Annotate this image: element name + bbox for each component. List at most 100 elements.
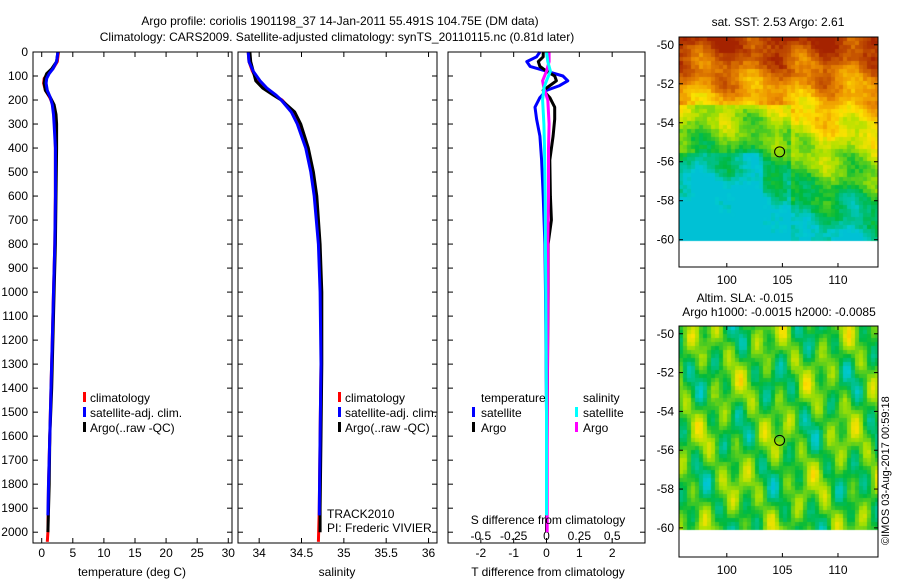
figure-title-line2: Climatology: CARS2009. Satellite-adjuste… bbox=[100, 30, 574, 44]
y-tick-label: 400 bbox=[8, 141, 28, 155]
y-tick-label: 1400 bbox=[1, 381, 28, 395]
profile-line-s-argo bbox=[541, 52, 551, 533]
y-tick-label: 2000 bbox=[1, 525, 28, 539]
y-tick-label: 200 bbox=[8, 93, 28, 107]
x-tick-label: 30 bbox=[222, 546, 236, 560]
map-x-tick-label: 110 bbox=[828, 563, 847, 577]
map-y-tick-label: -58 bbox=[657, 482, 675, 496]
y-tick-label: 1900 bbox=[1, 501, 28, 515]
legend-swatch-s-satellite bbox=[575, 407, 578, 417]
y-tick-label: 1500 bbox=[1, 405, 28, 419]
x-axis-label-s-difference: S difference from climatology bbox=[471, 513, 626, 527]
legend-swatch-climatology bbox=[83, 392, 86, 402]
legend-swatch-t-satellite bbox=[472, 407, 475, 417]
legend-title-salinity: salinity bbox=[583, 391, 620, 405]
axes-frame bbox=[237, 51, 438, 544]
axes-frame bbox=[447, 51, 646, 544]
x-tick-label: 20 bbox=[159, 546, 173, 560]
map-y-tick-label: -60 bbox=[657, 233, 675, 247]
y-tick-label: 800 bbox=[8, 237, 28, 251]
s-tick-label: -0.5 bbox=[470, 529, 491, 543]
y-tick-label: 900 bbox=[8, 261, 28, 275]
map-y-tick-label: -52 bbox=[657, 77, 675, 91]
sla-map-title-line2: Argo h1000: -0.0015 h2000: -0.0085 bbox=[682, 305, 876, 319]
x-tick-label: 10 bbox=[97, 546, 111, 560]
x-tick-label: 0 bbox=[543, 546, 550, 560]
map-y-tick-label: -60 bbox=[657, 521, 675, 535]
x-tick-label: 35.5 bbox=[375, 546, 399, 560]
y-tick-label: 1200 bbox=[1, 333, 28, 347]
x-tick-label: 0 bbox=[38, 546, 45, 560]
figure-title-line1: Argo profile: coriolis 1901198_37 14-Jan… bbox=[141, 14, 538, 28]
track-annotation: TRACK2010 bbox=[327, 507, 395, 521]
legend-title-temperature: temperature bbox=[481, 391, 546, 405]
x-tick-label: 1 bbox=[576, 546, 583, 560]
pi-annotation: PI: Frederic VIVIER bbox=[327, 521, 432, 535]
x-tick-label: 35 bbox=[337, 546, 351, 560]
x-tick-label: -2 bbox=[475, 546, 486, 560]
y-tick-label: 300 bbox=[8, 117, 28, 131]
sla-map-title-line1: Altim. SLA: -0.015 bbox=[697, 291, 794, 305]
map-y-tick-label: -56 bbox=[657, 155, 675, 169]
map-frame bbox=[678, 36, 879, 268]
legend-label: climatology bbox=[345, 391, 405, 405]
legend-label: Argo bbox=[583, 421, 609, 435]
x-tick-label: -1 bbox=[508, 546, 519, 560]
x-tick-label: 5 bbox=[69, 546, 76, 560]
y-tick-label: 600 bbox=[8, 189, 28, 203]
s-tick-label: 0.5 bbox=[604, 529, 621, 543]
legend-label: Argo(..raw -QC) bbox=[345, 421, 430, 435]
differences-legend: temperature satellite Argo salinity sate… bbox=[472, 391, 624, 435]
x-tick-label: 15 bbox=[128, 546, 142, 560]
s-tick-label: 0 bbox=[543, 529, 550, 543]
y-tick-label: 1000 bbox=[1, 285, 28, 299]
x-tick-label: 34.5 bbox=[290, 546, 314, 560]
map-x-tick-label: 100 bbox=[717, 273, 737, 287]
axes-frame bbox=[32, 51, 233, 544]
profile-line-satellite-adj-clim- bbox=[44, 51, 60, 516]
map-y-tick-label: -58 bbox=[657, 194, 675, 208]
map-x-tick-label: 105 bbox=[772, 273, 792, 287]
legend-label: satellite-adj. clim. bbox=[345, 406, 437, 420]
y-tick-label: 100 bbox=[8, 69, 28, 83]
s-tick-label: 0.25 bbox=[568, 529, 592, 543]
y-tick-label: 700 bbox=[8, 213, 28, 227]
legend-swatch-argo bbox=[338, 422, 341, 432]
x-tick-label: 2 bbox=[609, 546, 616, 560]
legend-swatch-climatology bbox=[338, 392, 341, 402]
legend-label: Argo bbox=[481, 421, 507, 435]
sst-map-title: sat. SST: 2.53 Argo: 2.61 bbox=[712, 15, 845, 29]
profile-line-satellite-adj-clim- bbox=[246, 51, 323, 516]
map-y-tick-label: -56 bbox=[657, 443, 675, 457]
x-tick-label: 25 bbox=[190, 546, 204, 560]
legend-swatch-satellite bbox=[83, 407, 86, 417]
legend-swatch-s-argo bbox=[575, 422, 578, 432]
y-tick-label: 500 bbox=[8, 165, 28, 179]
legend-swatch-argo bbox=[83, 422, 86, 432]
salinity-legend: climatology satellite-adj. clim. Argo(..… bbox=[338, 391, 437, 435]
legend-label: satellite bbox=[583, 406, 624, 420]
map-frame bbox=[678, 325, 879, 558]
map-y-tick-label: -54 bbox=[657, 404, 675, 418]
x-axis-label-t-difference: T difference from climatology bbox=[471, 565, 625, 579]
map-x-tick-label: 105 bbox=[772, 563, 792, 577]
y-tick-label: 1300 bbox=[1, 357, 28, 371]
imos-credit: ©IMOS 03-Aug-2017 00:59:18 bbox=[880, 396, 892, 545]
profile-line-climatology bbox=[246, 51, 323, 542]
sst-heatmap bbox=[679, 37, 878, 267]
y-tick-label: 1600 bbox=[1, 429, 28, 443]
profile-line-s-satellite bbox=[541, 51, 552, 516]
argo-position-marker bbox=[774, 146, 786, 158]
sla-heatmap bbox=[679, 326, 878, 557]
x-axis-label-salinity: salinity bbox=[319, 565, 356, 579]
legend-label: climatology bbox=[90, 391, 150, 405]
profile-line-argo bbox=[248, 51, 324, 533]
map-x-tick-label: 110 bbox=[828, 273, 847, 287]
temperature-legend: climatology satellite-adj. clim. Argo(..… bbox=[83, 391, 182, 435]
y-tick-label: 1800 bbox=[1, 477, 28, 491]
map-y-tick-label: -52 bbox=[657, 366, 675, 380]
map-y-tick-label: -50 bbox=[657, 38, 675, 52]
x-axis-label-temperature: temperature (deg C) bbox=[78, 565, 186, 579]
legend-label: satellite bbox=[481, 406, 522, 420]
